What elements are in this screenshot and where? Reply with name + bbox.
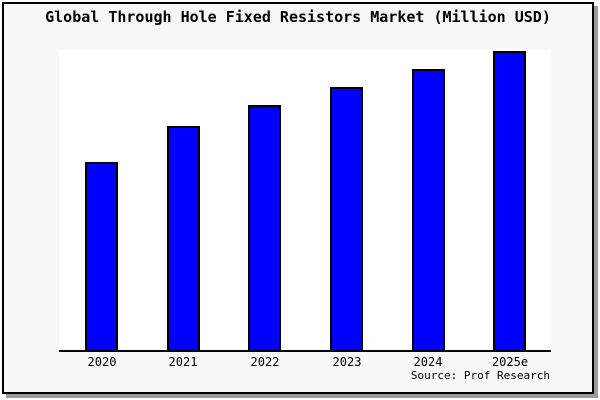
bar-2024 <box>412 69 445 350</box>
x-tick-2023: 2023 <box>332 355 362 369</box>
bar-2023 <box>330 87 363 350</box>
x-tick-2021: 2021 <box>168 355 198 369</box>
x-tick-2025e: 2025e <box>491 355 529 369</box>
bar-2021 <box>167 126 200 350</box>
bar-2022 <box>248 105 281 350</box>
chart-title: Global Through Hole Fixed Resistors Mark… <box>45 8 551 26</box>
plot-area <box>59 50 551 352</box>
bar-2025e <box>493 51 526 350</box>
x-axis-tick-labels: 2020 2021 2022 2023 2024 2025e <box>4 4 592 392</box>
x-tick-2020: 2020 <box>87 355 117 369</box>
chart-frame: Global Through Hole Fixed Resistors Mark… <box>2 2 594 394</box>
x-tick-2024: 2024 <box>413 355 443 369</box>
bar-2020 <box>85 162 118 350</box>
x-tick-2022: 2022 <box>250 355 280 369</box>
source-note: Source: Prof Research <box>410 369 550 382</box>
